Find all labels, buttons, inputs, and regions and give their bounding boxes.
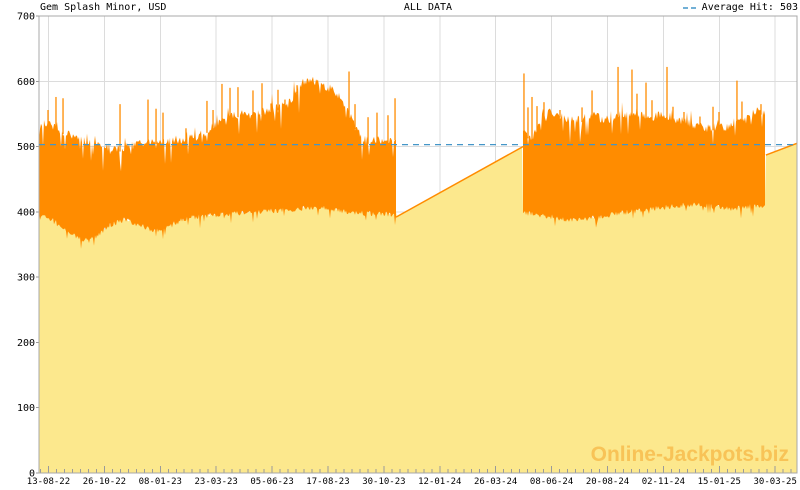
x-tick-label: 20-08-24 [586,477,629,487]
y-tick-label: 700 [17,12,35,23]
x-tick-label: 23-03-23 [195,477,238,487]
y-tick-label: 600 [17,77,35,88]
y-tick-label: 100 [17,403,35,414]
x-tick-label: 13-08-22 [27,477,70,487]
x-tick-label: 30-03-25 [754,477,797,487]
x-tick-label: 08-01-23 [139,477,182,487]
x-tick-label: 05-06-23 [250,477,293,487]
y-tick-label: 300 [17,273,35,284]
x-tick-label: 30-10-23 [362,477,405,487]
x-tick-label: 02-11-24 [642,477,685,487]
plot-frame [38,15,798,474]
data-range-label: ALL DATA [403,2,453,13]
x-tick-label: 26-10-22 [83,477,126,487]
x-tick-label: 12-01-24 [418,477,461,487]
y-tick-label: 500 [17,142,35,153]
average-hit-legend: Average Hit: 503 [682,1,798,14]
x-tick-label: 17-08-23 [306,477,349,487]
no-hit-growth-current-line [765,142,798,156]
chart-title: Gem Splash Minor, USD [40,2,167,13]
x-tick-label: 15-01-25 [698,477,741,487]
y-tick-label: 400 [17,207,35,218]
y-tick-label: 200 [17,338,35,349]
average-hit-label: Average Hit: 503 [701,2,798,13]
no-hit-growth-gap-line [395,145,524,218]
baseline-area [39,143,797,474]
hit-activity-period-1 [39,76,396,249]
hit-activity-period-2 [523,102,765,228]
x-tick-label: 26-03-24 [474,477,517,487]
dashed-line-icon [682,7,699,9]
y-tick-label: 0 [29,469,35,480]
x-tick-label: 08-06-24 [530,477,573,487]
